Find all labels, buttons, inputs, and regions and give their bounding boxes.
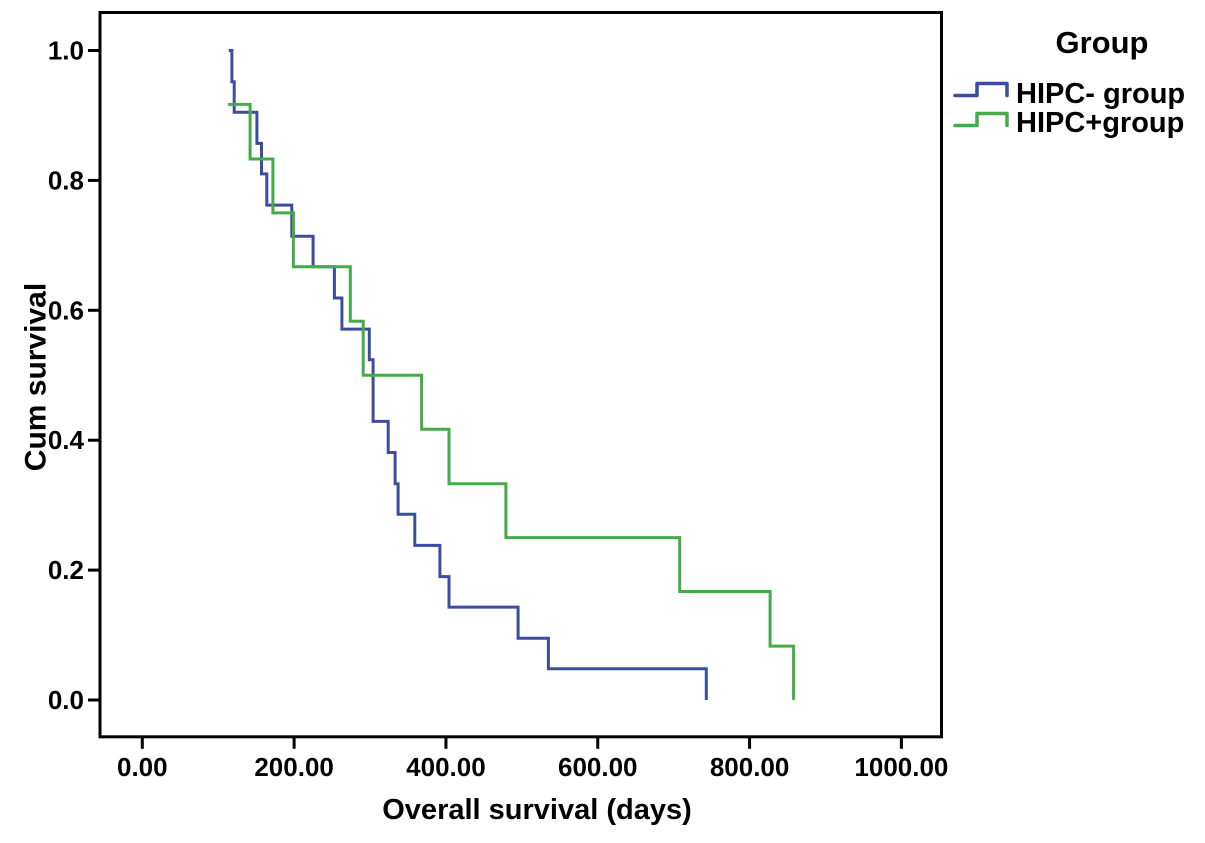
legend-step-glyph-hipc-plus — [953, 111, 1009, 128]
y-axis-ticks: 0.0 0.2 0.4 0.6 0.8 1.0 — [48, 36, 100, 715]
survival-curve-hipc-minus — [228, 49, 708, 700]
legend-label-hipc-plus: HIPC+group — [1016, 107, 1184, 139]
y-tick-label: 0.2 — [48, 555, 84, 585]
legend-step-glyph-hipc-minus — [953, 81, 1009, 98]
y-tick-label: 0.8 — [48, 165, 84, 195]
y-tick-label: 1.0 — [48, 36, 84, 66]
x-axis-title: Overall survival (days) — [382, 794, 692, 826]
x-tick-label: 0.00 — [117, 752, 168, 782]
x-tick-label: 400.00 — [406, 752, 486, 782]
y-tick-label: 0.4 — [48, 425, 85, 455]
x-tick-label: 600.00 — [558, 752, 638, 782]
survival-curve-hipc-plus — [228, 102, 796, 700]
x-tick-label: 200.00 — [254, 752, 334, 782]
y-tick-label: 0.6 — [48, 295, 84, 325]
x-axis-ticks: 0.00 200.00 400.00 600.00 800.00 1000.00 — [117, 736, 948, 782]
survival-curves — [228, 49, 796, 700]
x-tick-label: 1000.00 — [854, 752, 948, 782]
legend-title: Group — [1056, 25, 1149, 60]
y-axis-title: Cum survival — [20, 283, 53, 471]
x-tick-label: 800.00 — [710, 752, 790, 782]
y-tick-label: 0.0 — [48, 685, 84, 715]
plot-area-border — [98, 11, 943, 739]
legend-label-hipc-minus: HIPC- group — [1016, 78, 1185, 110]
legend: Group HIPC- group HIPC+group — [953, 25, 1185, 139]
